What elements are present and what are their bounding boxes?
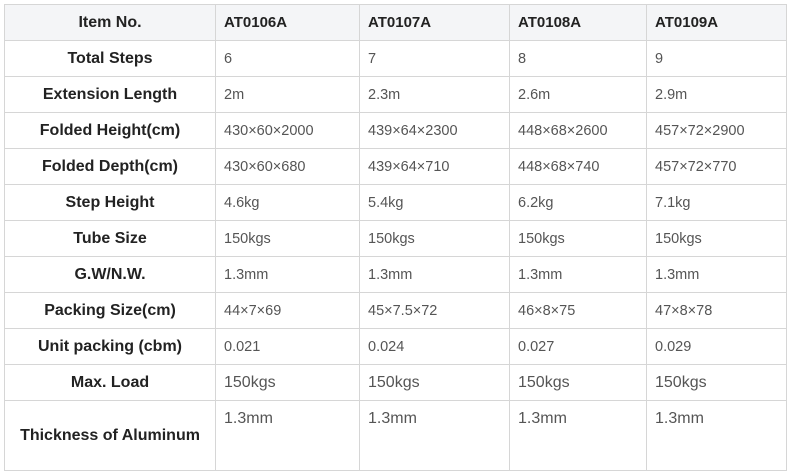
table-cell: 448×68×2600	[509, 112, 647, 149]
row-label: Folded Depth(cm)	[4, 148, 216, 185]
table-row: Folded Height(cm) 430×60×2000 439×64×2300 4…	[4, 112, 787, 149]
table-cell: 1.3mm	[509, 400, 647, 471]
table-cell: 0.021	[215, 328, 360, 365]
table-cell: 150kgs	[215, 364, 360, 401]
table-cell: 5.4kg	[359, 184, 510, 221]
row-label: Packing Size(cm)	[4, 292, 216, 329]
item-number: AT0106A	[215, 4, 360, 41]
table-cell: 46×8×75	[509, 292, 647, 329]
row-label: Tube Size	[4, 220, 216, 257]
row-label: Max. Load	[4, 364, 216, 401]
table-cell: 150kgs	[359, 364, 510, 401]
table-row: Tube Size 150kgs 150kgs 150kgs 150kgs	[4, 220, 787, 257]
table-row: Packing Size(cm) 44×7×69 45×7.5×72 46×8×75 4…	[4, 292, 787, 329]
table-cell: 7	[359, 40, 510, 77]
table-cell: 2m	[215, 76, 360, 113]
table-row: Unit packing (cbm) 0.021 0.024 0.027 0.029	[4, 328, 787, 365]
table-cell: 0.029	[646, 328, 787, 365]
table-cell: 0.024	[359, 328, 510, 365]
table-cell: 150kgs	[646, 364, 787, 401]
table-cell: 150kgs	[509, 220, 647, 257]
table-cell: 150kgs	[215, 220, 360, 257]
item-number: AT0108A	[509, 4, 647, 41]
table-cell: 430×60×680	[215, 148, 360, 185]
table-header-row: Item No. AT0106A AT0107A AT0108A AT0109A	[4, 4, 787, 41]
table-cell: 9	[646, 40, 787, 77]
table-cell: 1.3mm	[215, 256, 360, 293]
table-cell: 6	[215, 40, 360, 77]
table-cell: 1.3mm	[646, 256, 787, 293]
table-cell: 0.027	[509, 328, 647, 365]
table-cell: 2.3m	[359, 76, 510, 113]
table-row: Extension Length 2m 2.3m 2.6m 2.9m	[4, 76, 787, 113]
table-cell: 439×64×2300	[359, 112, 510, 149]
table-cell: 1.3mm	[359, 256, 510, 293]
row-label: Extension Length	[4, 76, 216, 113]
row-label: Unit packing (cbm)	[4, 328, 216, 365]
table-cell: 6.2kg	[509, 184, 647, 221]
row-label: Item No.	[4, 4, 216, 41]
table-cell: 1.3mm	[359, 400, 510, 471]
table-cell: 7.1kg	[646, 184, 787, 221]
row-label: Thickness of Aluminum	[4, 400, 216, 471]
table-cell: 1.3mm	[215, 400, 360, 471]
table-row: G.W/N.W. 1.3mm 1.3mm 1.3mm 1.3mm	[4, 256, 787, 293]
row-label: Step Height	[4, 184, 216, 221]
table-cell: 430×60×2000	[215, 112, 360, 149]
table-cell: 2.6m	[509, 76, 647, 113]
table-cell: 2.9m	[646, 76, 787, 113]
table-cell: 439×64×710	[359, 148, 510, 185]
table-cell: 457×72×2900	[646, 112, 787, 149]
table-cell: 8	[509, 40, 647, 77]
item-number: AT0107A	[359, 4, 510, 41]
table-row: Step Height 4.6kg 5.4kg 6.2kg 7.1kg	[4, 184, 787, 221]
spec-table: Item No. AT0106A AT0107A AT0108A AT0109A…	[4, 4, 787, 471]
row-label: G.W/N.W.	[4, 256, 216, 293]
item-number: AT0109A	[646, 4, 787, 41]
table-row: Max. Load 150kgs 150kgs 150kgs 150kgs	[4, 364, 787, 401]
table-cell: 150kgs	[509, 364, 647, 401]
row-label: Folded Height(cm)	[4, 112, 216, 149]
table-row: Folded Depth(cm) 430×60×680 439×64×710 448×…	[4, 148, 787, 185]
row-label: Total Steps	[4, 40, 216, 77]
table-row: Thickness of Aluminum 1.3mm 1.3mm 1.3mm 1.3m…	[4, 400, 787, 471]
table-cell: 1.3mm	[646, 400, 787, 471]
table-cell: 44×7×69	[215, 292, 360, 329]
table-cell: 47×8×78	[646, 292, 787, 329]
table-cell: 150kgs	[646, 220, 787, 257]
table-cell: 150kgs	[359, 220, 510, 257]
table-cell: 4.6kg	[215, 184, 360, 221]
table-cell: 1.3mm	[509, 256, 647, 293]
table-row: Total Steps 6 7 8 9	[4, 40, 787, 77]
table-cell: 457×72×770	[646, 148, 787, 185]
table-cell: 45×7.5×72	[359, 292, 510, 329]
table-cell: 448×68×740	[509, 148, 647, 185]
